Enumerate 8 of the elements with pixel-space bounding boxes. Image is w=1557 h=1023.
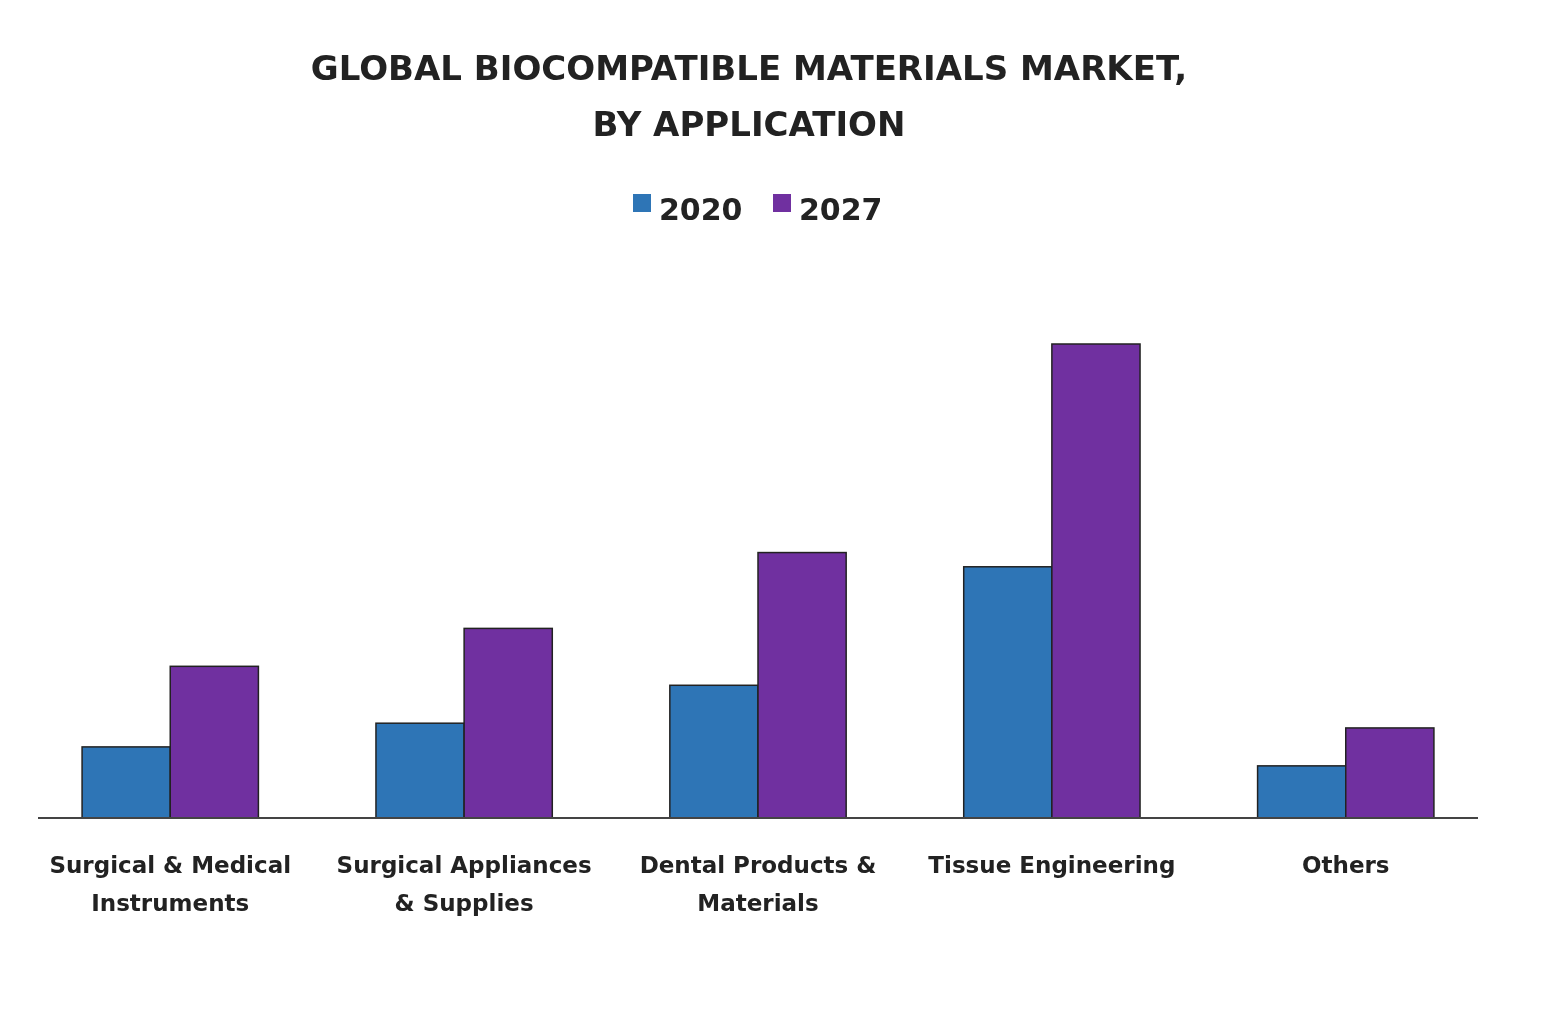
- x-tick-label: Dental Products & Materials: [639, 852, 877, 916]
- x-tick-label: Surgical Appliances & Supplies: [336, 852, 592, 916]
- legend-label: 2020: [659, 191, 743, 227]
- legend-label: 2027: [799, 191, 883, 227]
- x-tick-label: Tissue Engineering: [928, 852, 1176, 878]
- x-tick-label: Others: [1301, 852, 1390, 878]
- chart-title: GLOBAL BIOCOMPATIBLE MATERIALS MARKET, BY APPLICATION: [310, 48, 1188, 144]
- x-tick-label: Surgical & Medical Instruments: [49, 852, 292, 916]
